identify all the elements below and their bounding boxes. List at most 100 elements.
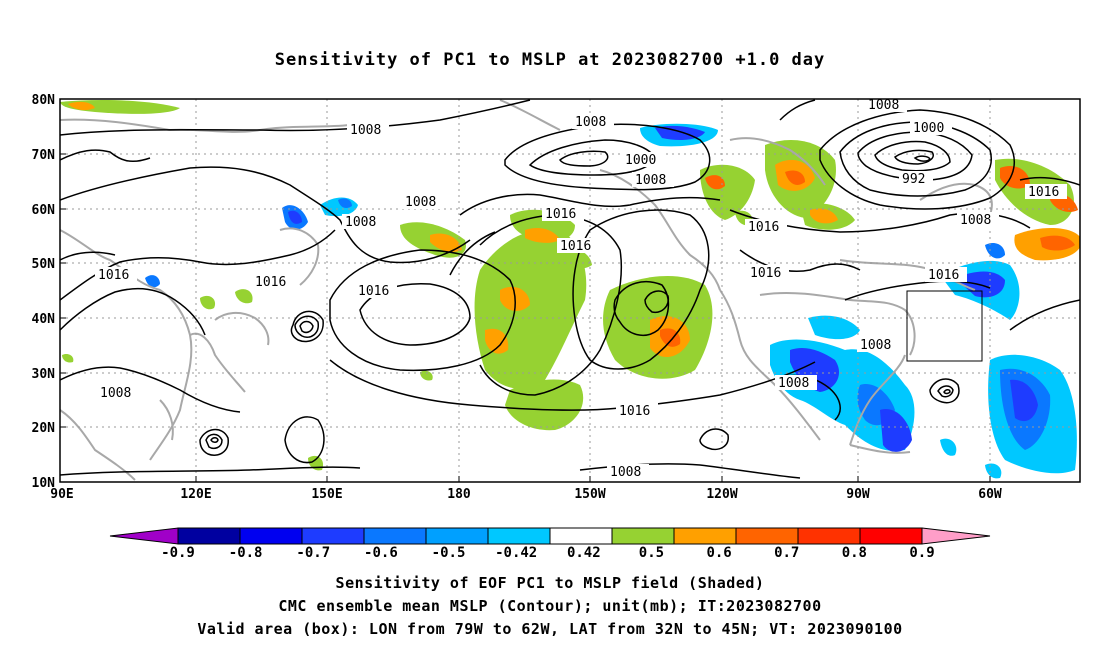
caption-line-3: Valid area (box): LON from 79W to 62W, L… bbox=[197, 620, 903, 638]
svg-text:1008: 1008 bbox=[778, 376, 809, 391]
svg-text:1016: 1016 bbox=[748, 220, 779, 235]
colorbar-left-arrow bbox=[109, 527, 179, 545]
colorbar-label: 0.8 bbox=[842, 545, 867, 561]
contour-label: 1016 bbox=[616, 403, 658, 419]
svg-text:1008: 1008 bbox=[860, 338, 891, 353]
colorbar-label: -0.5 bbox=[432, 545, 466, 561]
contour-label: 1000 bbox=[910, 120, 952, 136]
caption-line-2: CMC ensemble mean MSLP (Contour); unit(m… bbox=[278, 597, 822, 615]
lon-label: 60W bbox=[978, 487, 1002, 502]
contour-label: 1008 bbox=[97, 385, 139, 401]
colorbar-box bbox=[611, 527, 675, 545]
contour-label: 1016 bbox=[745, 219, 787, 235]
lat-label: 70N bbox=[32, 148, 56, 163]
colorbar-label: 0.5 bbox=[639, 545, 664, 561]
colorbar-box bbox=[487, 527, 551, 545]
svg-text:1008: 1008 bbox=[635, 173, 666, 188]
contour-label: 1008 bbox=[347, 122, 389, 138]
contour-label: 1016 bbox=[95, 267, 137, 283]
lat-label: 20N bbox=[32, 421, 56, 436]
colorbar-right-arrow bbox=[921, 527, 991, 545]
svg-text:1008: 1008 bbox=[960, 213, 991, 228]
colorbar-label: -0.6 bbox=[364, 545, 398, 561]
contour-label: 1016 bbox=[542, 206, 584, 222]
contour-label: 1000 bbox=[622, 152, 664, 168]
map-frame bbox=[59, 98, 1081, 483]
colorbar-labels: -0.9 -0.8 -0.7 -0.6 -0.5 -0.42 0.42 0.5 0.6 0.7 0.… bbox=[161, 545, 935, 561]
svg-text:1016: 1016 bbox=[1028, 185, 1059, 200]
lon-label: 120W bbox=[706, 487, 737, 502]
colorbar bbox=[109, 527, 991, 545]
lat-label: 60N bbox=[32, 203, 56, 218]
svg-text:1016: 1016 bbox=[358, 284, 389, 299]
contour-labels: 1008 1008 1000 1008 1008 1000 992 1016 1… bbox=[95, 98, 1067, 419]
svg-text:1016: 1016 bbox=[255, 275, 286, 290]
contour-label: 1008 bbox=[572, 114, 614, 130]
svg-text:992: 992 bbox=[902, 172, 925, 187]
lon-label: 180 bbox=[447, 487, 471, 502]
contour-label: 1008 bbox=[342, 214, 384, 230]
contour-label: 1016 bbox=[1025, 184, 1067, 200]
lat-lon-grid bbox=[60, 99, 1080, 482]
svg-text:1008: 1008 bbox=[575, 115, 606, 130]
colorbar-label: -0.7 bbox=[296, 545, 330, 561]
colorbar-label: -0.42 bbox=[495, 545, 537, 561]
lon-label: 90W bbox=[846, 487, 870, 502]
colorbar-box bbox=[177, 527, 241, 545]
lat-label: 30N bbox=[32, 367, 56, 382]
contour-label: 1008 bbox=[857, 337, 899, 353]
svg-text:1008: 1008 bbox=[345, 215, 376, 230]
svg-text:1016: 1016 bbox=[560, 239, 591, 254]
contour-label: 1008 bbox=[775, 375, 817, 391]
latitude-labels: 80N 70N 60N 50N 40N 30N 20N 10N bbox=[32, 93, 56, 491]
colorbar-box bbox=[549, 527, 613, 545]
contour-label: 1008 bbox=[957, 212, 999, 228]
svg-text:1016: 1016 bbox=[928, 268, 959, 283]
contour-label: 1008 bbox=[865, 98, 907, 113]
colorbar-box bbox=[425, 527, 489, 545]
svg-text:1016: 1016 bbox=[750, 266, 781, 281]
colorbar-box bbox=[363, 527, 427, 545]
lon-label: 150E bbox=[311, 487, 342, 502]
contour-label: 992 bbox=[899, 171, 933, 187]
lat-label: 50N bbox=[32, 257, 56, 272]
chart-title: Sensitivity of PC1 to MSLP at 2023082700… bbox=[274, 50, 826, 70]
colorbar-box bbox=[735, 527, 799, 545]
svg-text:1000: 1000 bbox=[625, 153, 656, 168]
contour-label: 1008 bbox=[402, 194, 444, 210]
contour-label: 1008 bbox=[632, 172, 674, 188]
caption-line-1: Sensitivity of EOF PC1 to MSLP field (Sh… bbox=[335, 574, 765, 592]
contour-label: 1016 bbox=[355, 283, 397, 299]
svg-text:1016: 1016 bbox=[545, 207, 576, 222]
lat-label: 40N bbox=[32, 312, 56, 327]
svg-text:1008: 1008 bbox=[405, 195, 436, 210]
contour-label: 1016 bbox=[557, 238, 599, 254]
colorbar-box bbox=[239, 527, 303, 545]
svg-text:1008: 1008 bbox=[100, 386, 131, 401]
lon-label: 120E bbox=[180, 487, 211, 502]
svg-text:1008: 1008 bbox=[350, 123, 381, 138]
colorbar-label: -0.8 bbox=[229, 545, 263, 561]
axis-ticks bbox=[60, 98, 991, 482]
contour-label: 1016 bbox=[747, 265, 789, 281]
longitude-labels: 90E 120E 150E 180 150W 120W 90W 60W bbox=[50, 487, 1002, 502]
colorbar-box bbox=[797, 527, 861, 545]
svg-text:1016: 1016 bbox=[98, 268, 129, 283]
colorbar-box bbox=[301, 527, 365, 545]
lat-label: 10N bbox=[32, 476, 56, 491]
colorbar-label: 0.42 bbox=[567, 545, 601, 561]
lon-label: 150W bbox=[574, 487, 605, 502]
svg-text:1008: 1008 bbox=[868, 98, 899, 113]
colorbar-label: 0.9 bbox=[909, 545, 934, 561]
contour-label: 1008 bbox=[607, 464, 649, 480]
contour-label: 1016 bbox=[925, 267, 967, 283]
colorbar-label: 0.6 bbox=[706, 545, 731, 561]
lon-label: 90E bbox=[50, 487, 73, 502]
valid-area-box bbox=[906, 290, 983, 362]
colorbar-label: -0.9 bbox=[161, 545, 195, 561]
colorbar-box bbox=[673, 527, 737, 545]
colorbar-box bbox=[859, 527, 923, 545]
coastlines bbox=[60, 99, 993, 481]
colorbar-label: 0.7 bbox=[774, 545, 799, 561]
